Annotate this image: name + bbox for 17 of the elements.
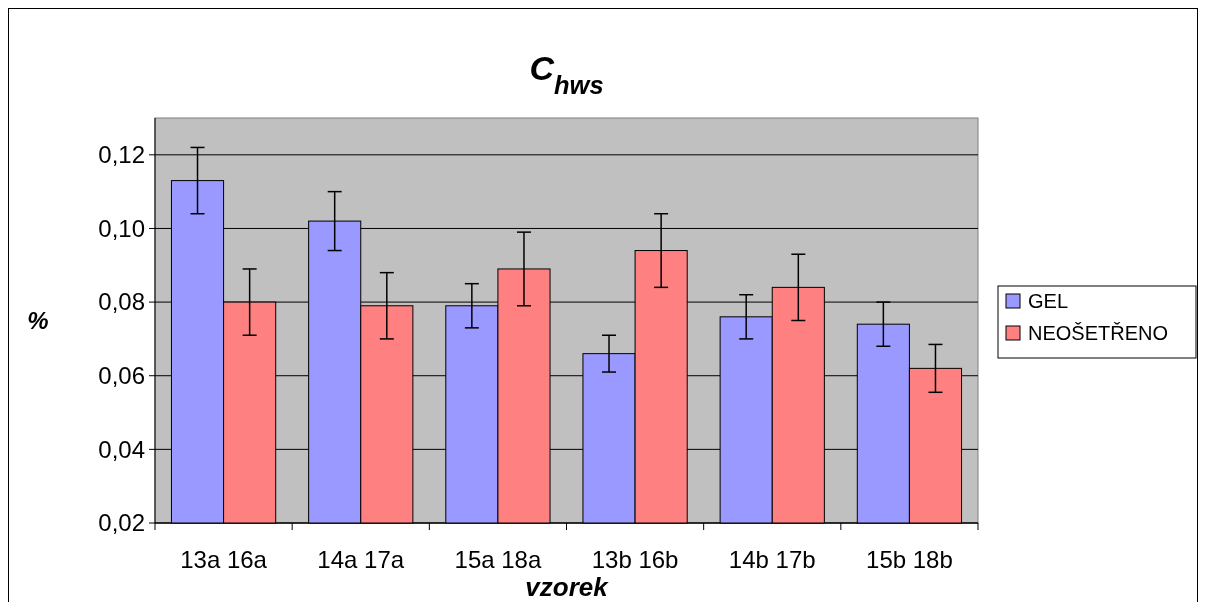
x-axis-title: vzorek (525, 572, 610, 602)
legend-label: GEL (1028, 290, 1069, 312)
x-tick-label: 13b 16b (591, 546, 679, 573)
legend-label: NEOŠETŘENO (1028, 322, 1169, 344)
y-tick-label: 0,06 (98, 362, 145, 390)
y-tick-label: 0,04 (98, 435, 145, 463)
y-axis-title: % (27, 306, 49, 334)
y-tick-label: 0,10 (98, 214, 145, 242)
x-tick-label: 13a 16a (180, 546, 268, 573)
x-tick-label: 15b 18b (866, 546, 953, 573)
x-tick-label: 14b 17b (728, 546, 816, 573)
y-tick-label: 0,08 (98, 288, 145, 316)
y-tick-label: 0,02 (98, 509, 145, 537)
y-tick-label: 0,12 (98, 141, 145, 169)
chart-title: C$_{hws}$ (529, 49, 604, 99)
x-tick-label: 15a 18a (454, 546, 542, 573)
x-tick-label: 14a 17a (317, 546, 405, 573)
